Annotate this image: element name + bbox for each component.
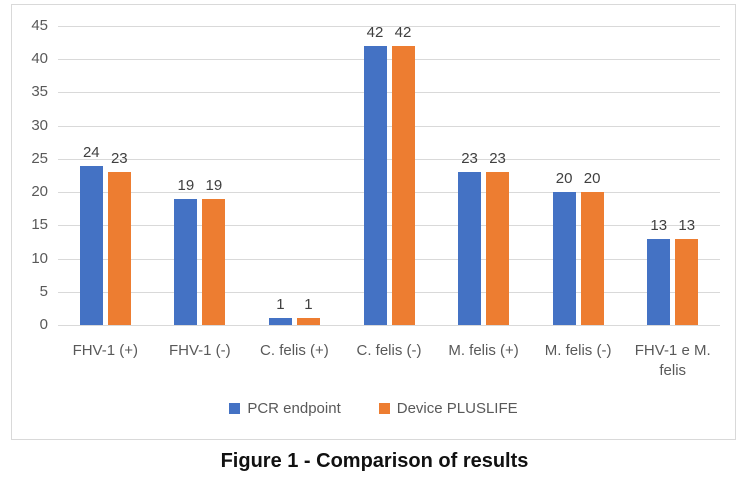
bar-value-label: 20	[555, 170, 573, 188]
y-axis-tick-label: 25	[31, 149, 48, 167]
x-axis-category-label: FHV-1 e M. felis	[634, 342, 711, 379]
bar-value-label: 13	[650, 216, 668, 234]
bar-device-pluslife	[391, 45, 415, 325]
x-axis-category-label: FHV-1 (+)	[72, 342, 138, 359]
gridline	[58, 192, 720, 194]
gridline	[58, 158, 720, 160]
y-axis-tick-label: 5	[39, 282, 48, 300]
y-axis-tick-label: 15	[31, 216, 48, 234]
x-axis-category-label: C. felis (-)	[356, 342, 422, 359]
legend-item-device-pluslife: Device PLUSLIFE	[378, 400, 518, 417]
y-axis-tick-label: 35	[31, 83, 48, 101]
x-axis-category-label: M. felis (+)	[448, 342, 519, 359]
bar-device-pluslife	[202, 198, 226, 325]
bar-device-pluslife	[107, 172, 131, 325]
y-axis-tick-label: 20	[31, 183, 48, 201]
bar-device-pluslife	[675, 238, 699, 325]
x-axis-category-label: FHV-1 (-)	[169, 342, 231, 359]
gridline	[58, 225, 720, 227]
x-axis-category-label: C. felis (+)	[260, 342, 329, 359]
gridline	[58, 291, 720, 293]
y-axis-tick-label: 0	[39, 316, 48, 333]
bar-pcr-endpoint	[79, 165, 103, 325]
gridline	[58, 258, 720, 260]
plot-area: 24 23 19 19 1 1 42 42 23 23 20 20 13 13	[58, 23, 720, 326]
bar-device-pluslife	[296, 318, 320, 325]
gridline	[58, 26, 720, 27]
x-axis-category-label: M. felis (-)	[544, 342, 612, 359]
y-axis-tick-label: 10	[31, 249, 48, 267]
bar-pcr-endpoint	[268, 318, 292, 325]
bar-value-label: 1	[276, 296, 285, 314]
gridline	[58, 125, 720, 127]
legend-swatch-orange-icon	[378, 403, 390, 414]
gridline	[58, 325, 720, 326]
bar-value-label: 23	[110, 150, 128, 168]
gridline	[58, 59, 720, 61]
legend: PCR endpoint Device PLUSLIFE	[12, 400, 735, 417]
bar-pcr-endpoint	[363, 45, 387, 325]
bar-device-pluslife	[580, 192, 604, 325]
bar-value-label: 42	[366, 23, 384, 41]
bar-device-pluslife	[486, 172, 510, 325]
y-axis-tick-label: 40	[31, 50, 48, 68]
bar-value-label: 1	[304, 296, 313, 314]
legend-swatch-blue-icon	[229, 403, 241, 414]
bar-value-label: 20	[583, 170, 601, 188]
y-axis-tick-label: 45	[31, 17, 48, 34]
bar-pcr-endpoint	[647, 238, 671, 325]
gridline	[58, 92, 720, 94]
bar-value-label: 24	[82, 143, 100, 161]
bar-pcr-endpoint	[458, 172, 482, 325]
bar-value-label: 42	[394, 23, 412, 41]
bar-value-label: 19	[177, 176, 195, 194]
bar-value-label: 19	[205, 176, 223, 194]
legend-label: Device PLUSLIFE	[396, 400, 518, 417]
y-axis-tick-label: 30	[31, 116, 48, 134]
bar-pcr-endpoint	[552, 192, 576, 325]
bar-value-label: 13	[678, 216, 696, 234]
bar-value-label: 23	[489, 150, 506, 168]
bar-pcr-endpoint	[174, 198, 198, 325]
figure-caption: Figure 1 - Comparison of results	[220, 450, 529, 472]
legend-label: PCR endpoint	[247, 400, 341, 417]
legend-item-pcr-endpoint: PCR endpoint	[229, 400, 341, 417]
chart-frame: 24 23 19 19 1 1 42 42 23 23 20 20 13 13 0 5 10 15 20 25 30 3…	[11, 4, 736, 440]
bar-value-label: 23	[461, 150, 478, 168]
